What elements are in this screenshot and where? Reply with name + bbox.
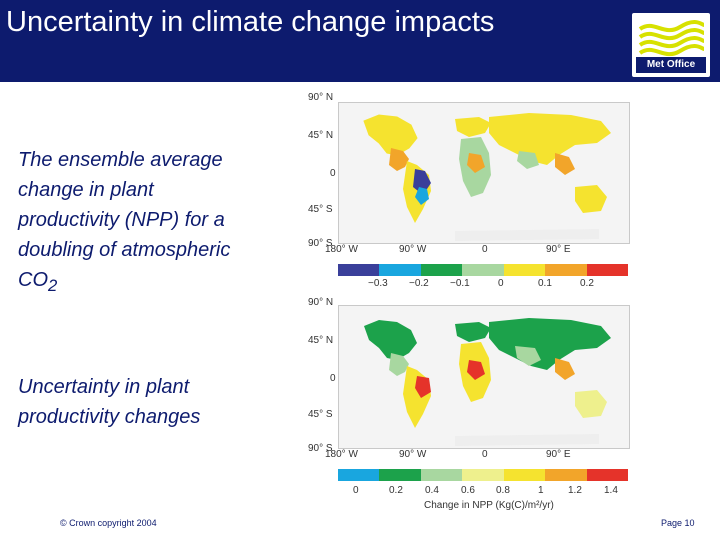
colorbar-swatch xyxy=(545,469,587,481)
description-line: CO2 xyxy=(18,265,288,301)
colorbar-tick: 0.8 xyxy=(496,485,510,496)
lon-label: 90° E xyxy=(546,449,571,460)
colorbar-swatch xyxy=(545,264,587,276)
colorbar-swatch xyxy=(503,264,546,276)
lat-label: 45° N xyxy=(308,335,334,346)
lon-label: 180° W xyxy=(325,244,358,255)
lat-label: 45° S xyxy=(308,204,333,215)
description-line: doubling of atmospheric xyxy=(18,239,231,261)
lat-label: 90° N xyxy=(308,297,334,308)
lon-label: 90° W xyxy=(399,449,427,460)
ensemble-colorbar xyxy=(338,264,628,276)
colorbar-tick: 0.2 xyxy=(580,278,594,289)
colorbar-swatch xyxy=(379,264,421,276)
lat-label: 90° N xyxy=(308,92,334,103)
uncertainty-description: Uncertainty in plant productivity change… xyxy=(18,372,278,432)
colorbar-swatch xyxy=(503,469,546,481)
colorbar-tick: −0.2 xyxy=(409,278,429,289)
colorbar-tick: 0 xyxy=(498,278,504,289)
colorbar-swatch xyxy=(379,469,421,481)
uncertainty-colorbar xyxy=(338,469,628,481)
lat-label: 0 xyxy=(330,168,336,179)
header-bar: Uncertainty in climate change impacts Me… xyxy=(0,0,720,82)
page-number: Page 10 xyxy=(661,518,695,528)
lat-label: 90° S xyxy=(308,443,333,454)
colorbar-swatch xyxy=(462,469,504,481)
description-line: productivity changes xyxy=(18,406,201,428)
lat-label: 45° N xyxy=(308,130,334,141)
ensemble-average-map xyxy=(338,102,630,244)
lon-label: 90° E xyxy=(546,244,571,255)
lon-label: 180° W xyxy=(325,449,358,460)
world-map-npp-uncertainty xyxy=(364,318,611,446)
lon-label: 0 xyxy=(482,449,488,460)
colorbar-tick: −0.3 xyxy=(368,278,388,289)
logo-text: Met Office xyxy=(636,57,706,73)
lon-label: 0 xyxy=(482,244,488,255)
colorbar-swatch xyxy=(420,469,463,481)
uncertainty-map-panel: 90° N 45° N 0 45° S 90° S 180° W 90° W 0… xyxy=(308,297,630,514)
colorbar-tick: 0.4 xyxy=(425,485,439,496)
uncertainty-map xyxy=(338,305,630,449)
lat-label: 90° S xyxy=(308,238,333,249)
colorbar-label: Change in NPP (Kg(C)/m²/yr) xyxy=(424,500,554,511)
lon-label: 90° W xyxy=(399,244,427,255)
colorbar-tick: 0.2 xyxy=(389,485,403,496)
ensemble-average-map-panel: 90° N 45° N 0 45° S 90° S 180° W 90° W 0… xyxy=(308,92,630,290)
description-line: The ensemble average xyxy=(18,149,223,171)
co2-base: CO xyxy=(18,269,48,291)
colorbar-tick: 1.2 xyxy=(568,485,582,496)
lat-label: 45° S xyxy=(308,409,333,420)
colorbar-swatch xyxy=(586,469,628,481)
colorbar-tick: 0 xyxy=(353,485,359,496)
world-map-npp-change xyxy=(363,113,611,241)
colorbar-tick: 0.6 xyxy=(461,485,475,496)
colorbar-swatch xyxy=(338,469,380,481)
colorbar-swatch xyxy=(420,264,463,276)
colorbar-tick: −0.1 xyxy=(450,278,470,289)
description-line: change in plant xyxy=(18,179,154,201)
colorbar-swatch xyxy=(462,264,504,276)
colorbar-swatch xyxy=(586,264,628,276)
description-line: Uncertainty in plant xyxy=(18,376,190,398)
page-title: Uncertainty in climate change impacts xyxy=(6,6,495,38)
co2-subscript: 2 xyxy=(48,276,58,295)
copyright-text: © Crown copyright 2004 xyxy=(60,518,157,528)
colorbar-swatch xyxy=(338,264,380,276)
description-line: productivity (NPP) for a xyxy=(18,209,225,231)
ensemble-average-description: The ensemble average change in plant pro… xyxy=(18,145,288,301)
wave-icon xyxy=(638,19,705,57)
colorbar-tick: 1 xyxy=(538,485,544,496)
colorbar-tick: 0.1 xyxy=(538,278,552,289)
colorbar-tick: 1.4 xyxy=(604,485,618,496)
lat-label: 0 xyxy=(330,373,336,384)
